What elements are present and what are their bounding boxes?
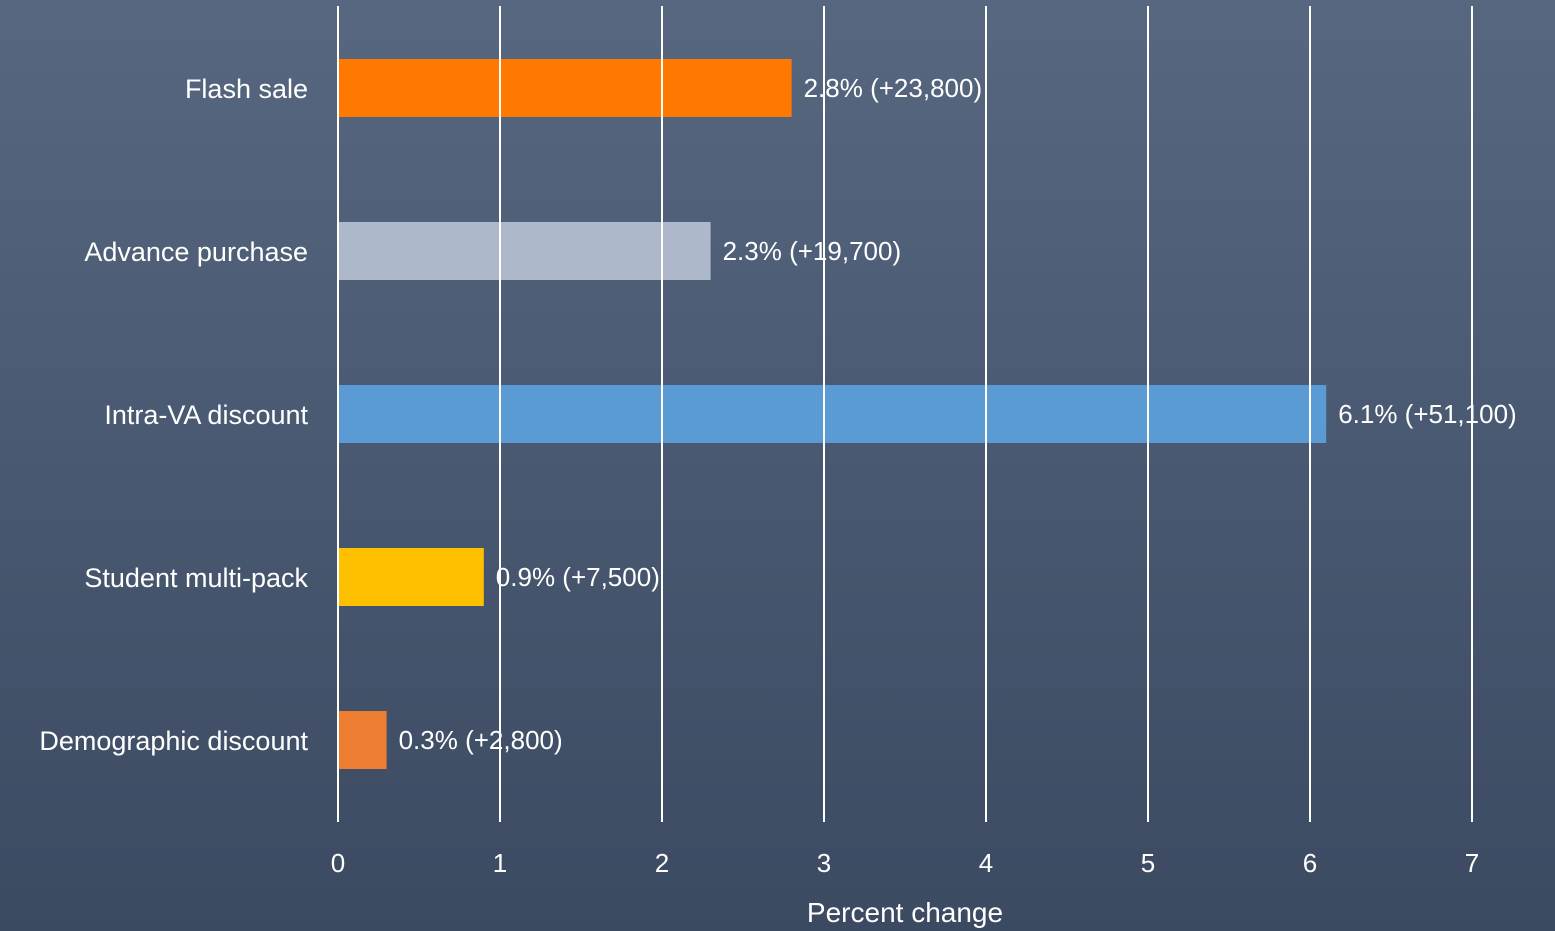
data-label: 0.3% (+2,800) (399, 725, 563, 755)
bar (338, 711, 387, 769)
x-tick-label: 7 (1465, 848, 1479, 878)
data-label: 0.9% (+7,500) (496, 562, 660, 592)
data-label: 2.3% (+19,700) (723, 236, 902, 266)
category-label: Flash sale (185, 74, 308, 104)
data-label: 6.1% (+51,100) (1338, 399, 1517, 429)
bar (338, 222, 711, 280)
x-tick-label: 1 (493, 848, 507, 878)
data-label: 2.8% (+23,800) (804, 73, 983, 103)
bar (338, 59, 792, 117)
category-label: Demographic discount (39, 726, 308, 756)
x-axis-title: Percent change (807, 897, 1003, 928)
x-tick-label: 2 (655, 848, 669, 878)
bars-layer (338, 59, 1327, 769)
category-label: Student multi-pack (84, 563, 308, 593)
x-tick-label: 0 (331, 848, 345, 878)
bar (338, 385, 1327, 443)
category-label: Intra-VA discount (104, 400, 308, 430)
gridlines (337, 6, 1473, 822)
x-tick-label: 4 (979, 848, 993, 878)
x-tick-label: 5 (1141, 848, 1155, 878)
data-labels: 2.8% (+23,800) 2.3% (+19,700) 6.1% (+51,10… (399, 73, 1517, 755)
bar (338, 548, 484, 606)
category-label: Advance purchase (84, 237, 308, 267)
x-tick-label: 6 (1303, 848, 1317, 878)
x-axis-tick-labels: 0 1 2 3 4 5 6 7 (331, 848, 1479, 878)
category-labels: Flash sale Advance purchase Intra-VA disco… (39, 74, 308, 756)
x-tick-label: 3 (817, 848, 831, 878)
